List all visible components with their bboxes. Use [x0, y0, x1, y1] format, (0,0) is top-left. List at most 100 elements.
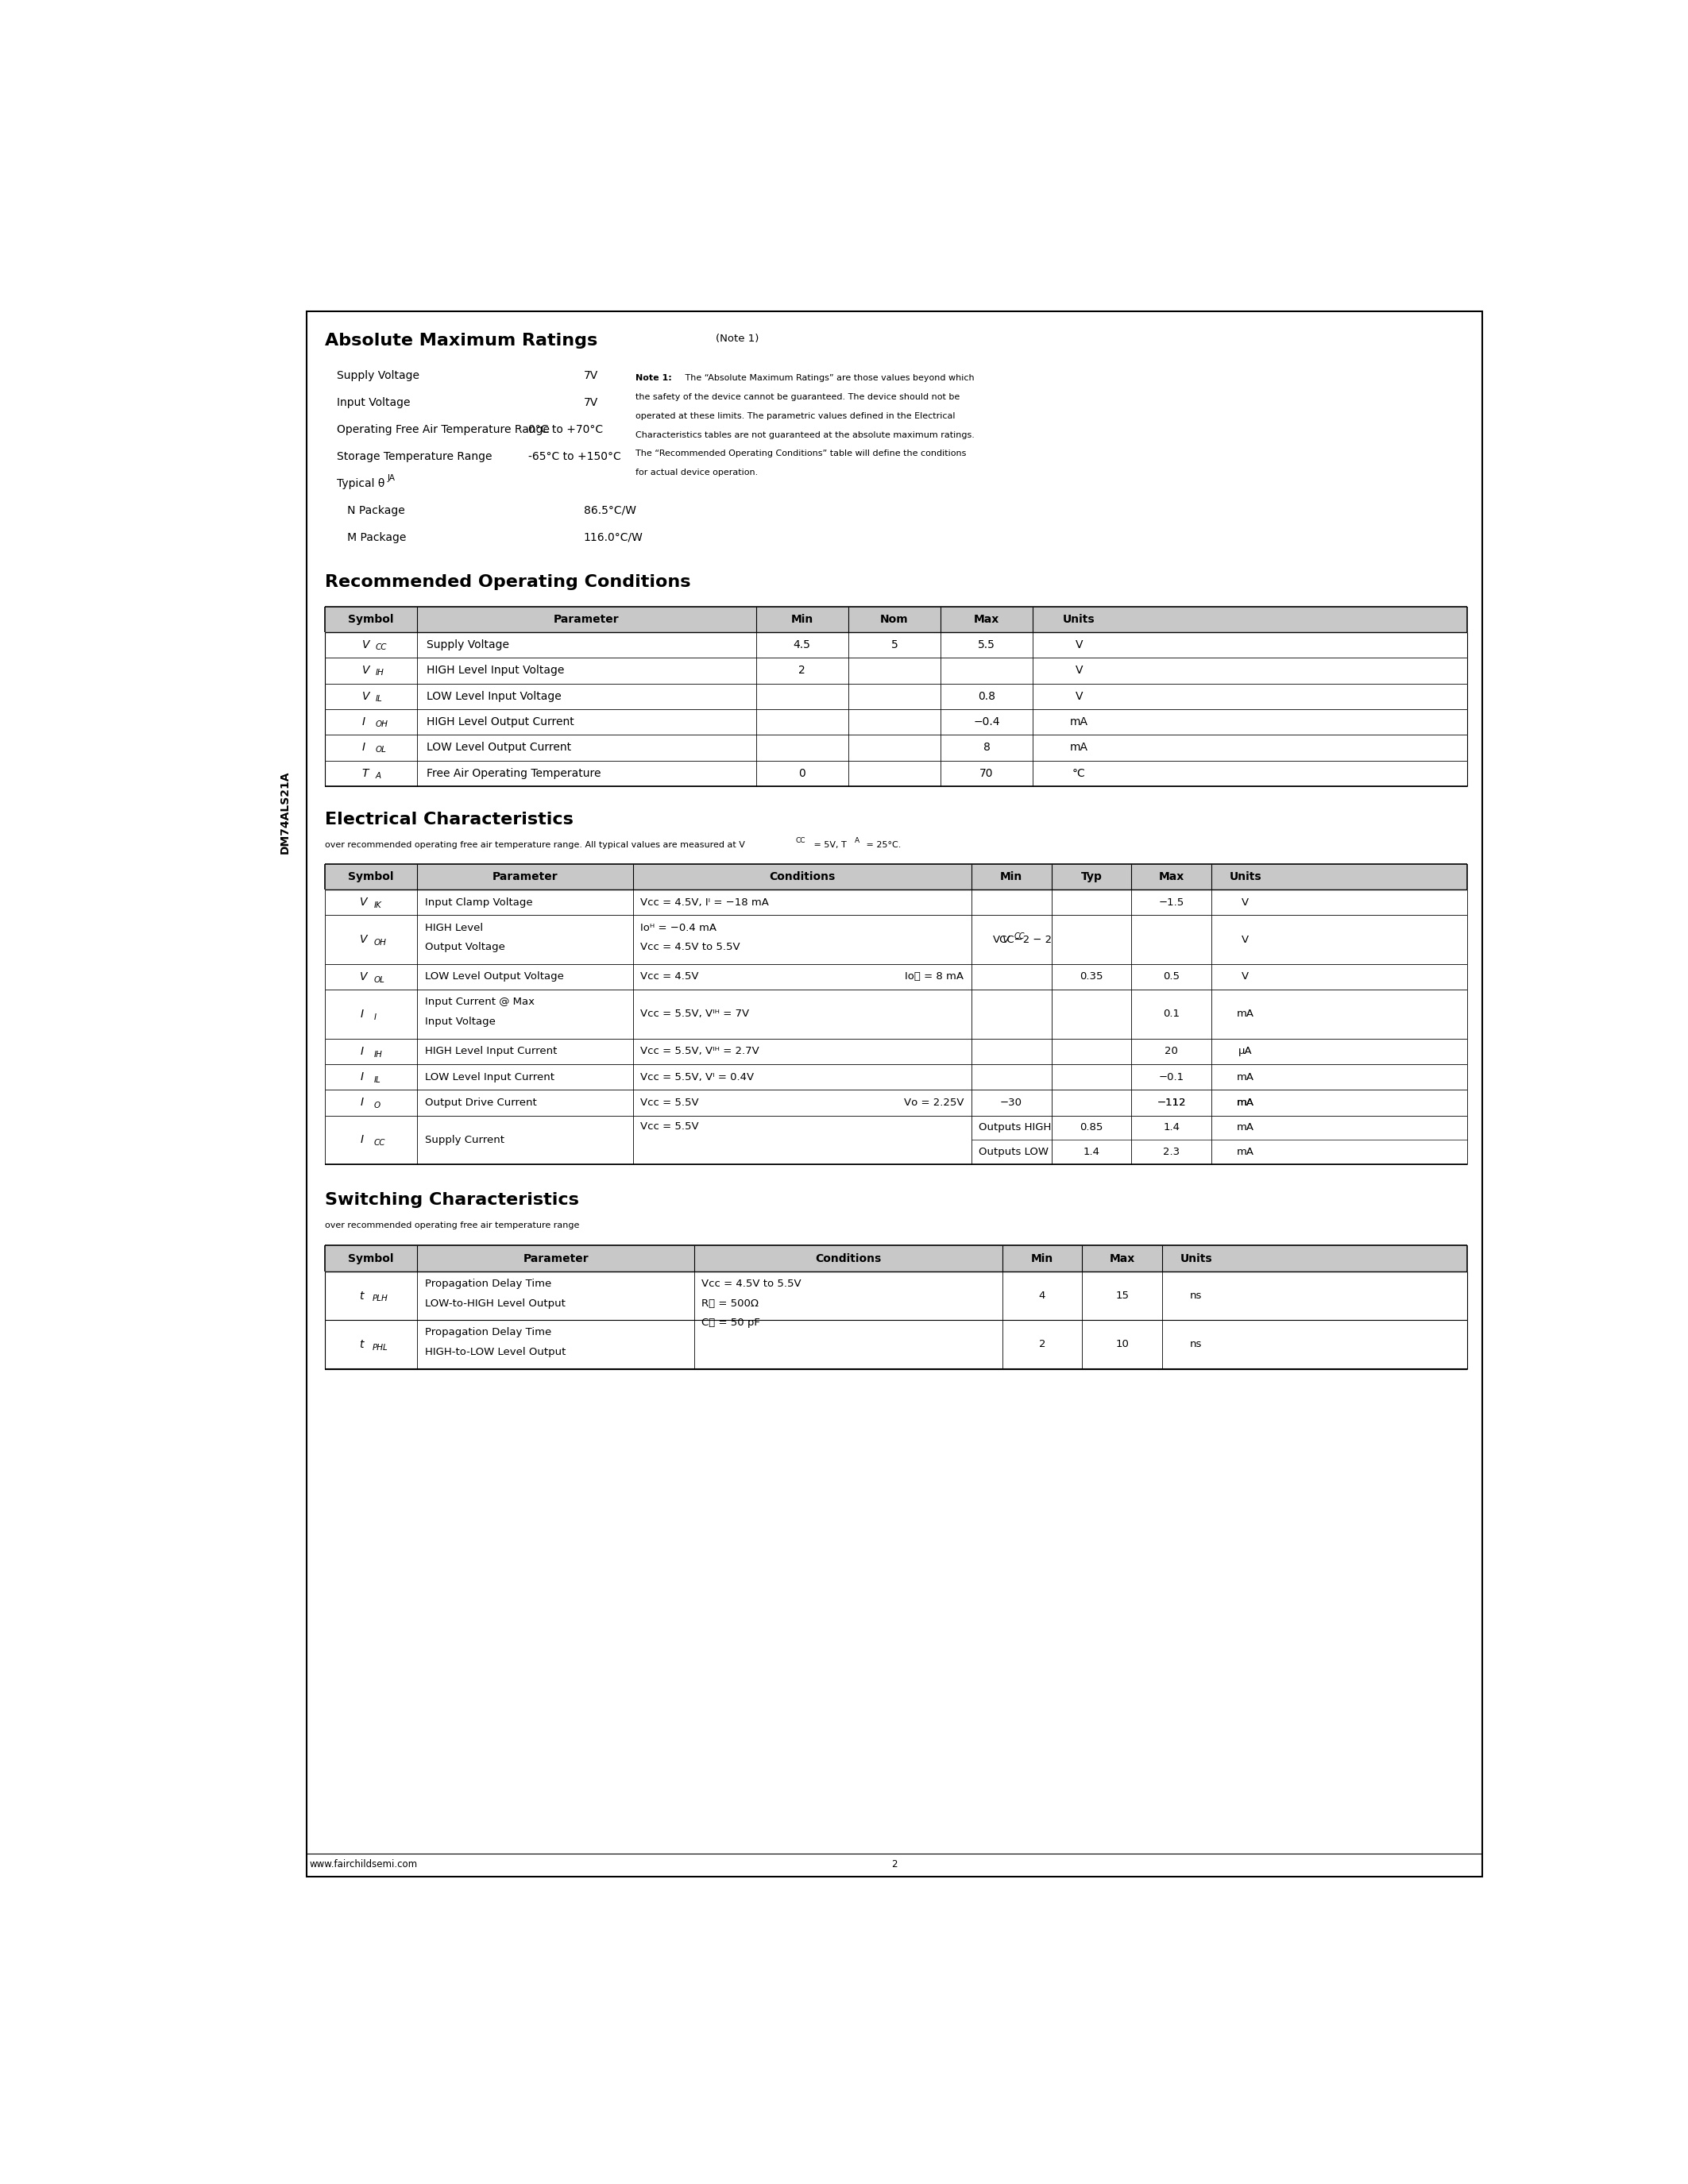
- Text: 86.5°C/W: 86.5°C/W: [584, 505, 636, 515]
- Text: Output Voltage: Output Voltage: [425, 941, 505, 952]
- Text: LOW Level Input Current: LOW Level Input Current: [425, 1072, 554, 1081]
- Text: Characteristics tables are not guaranteed at the absolute maximum ratings.: Characteristics tables are not guarantee…: [636, 430, 976, 439]
- Text: Symbol: Symbol: [348, 871, 393, 882]
- Text: Storage Temperature Range: Storage Temperature Range: [338, 452, 493, 463]
- Text: HIGH Level Output Current: HIGH Level Output Current: [427, 716, 574, 727]
- Text: V: V: [1242, 935, 1249, 946]
- Text: Conditions: Conditions: [815, 1254, 881, 1265]
- Text: 0°C to +70°C: 0°C to +70°C: [528, 424, 603, 435]
- Text: Symbol: Symbol: [348, 614, 393, 625]
- Text: 2: 2: [798, 664, 805, 677]
- Text: Supply Current: Supply Current: [425, 1136, 505, 1144]
- Text: mA: mA: [1237, 1147, 1254, 1158]
- Text: ns: ns: [1190, 1339, 1202, 1350]
- Text: −1.5: −1.5: [1158, 898, 1185, 909]
- Text: A: A: [375, 771, 381, 780]
- Text: 70: 70: [979, 769, 994, 780]
- Text: for actual device operation.: for actual device operation.: [636, 470, 758, 476]
- Text: 0.85: 0.85: [1080, 1123, 1102, 1133]
- Text: operated at these limits. The parametric values defined in the Electrical: operated at these limits. The parametric…: [636, 413, 955, 419]
- Text: V: V: [1242, 972, 1249, 983]
- Text: DM74ALS21A: DM74ALS21A: [279, 771, 290, 854]
- Text: Output Drive Current: Output Drive Current: [425, 1099, 537, 1107]
- Text: T: T: [361, 769, 368, 780]
- Text: μA: μA: [1239, 1046, 1252, 1057]
- Text: OL: OL: [373, 976, 385, 983]
- Text: 20: 20: [1165, 1046, 1178, 1057]
- Text: = 25°C.: = 25°C.: [864, 841, 901, 850]
- Bar: [324, 607, 1467, 631]
- Text: over recommended operating free air temperature range: over recommended operating free air temp…: [324, 1221, 579, 1230]
- Text: LOW-to-HIGH Level Output: LOW-to-HIGH Level Output: [425, 1297, 565, 1308]
- Text: I: I: [360, 1096, 363, 1107]
- Text: HIGH Level Input Voltage: HIGH Level Input Voltage: [427, 664, 564, 677]
- Text: ns: ns: [1190, 1291, 1202, 1302]
- Text: N Package: N Package: [338, 505, 405, 515]
- Text: Parameter: Parameter: [523, 1254, 589, 1265]
- Text: mA: mA: [1237, 1123, 1254, 1133]
- Text: CC: CC: [373, 1140, 385, 1147]
- Text: I: I: [360, 1046, 363, 1057]
- Text: Max: Max: [1158, 871, 1185, 882]
- Text: V: V: [360, 972, 368, 983]
- Text: Electrical Characteristics: Electrical Characteristics: [324, 812, 574, 828]
- Text: Units: Units: [1180, 1254, 1212, 1265]
- Text: Switching Characteristics: Switching Characteristics: [324, 1192, 579, 1208]
- Text: Outputs LOW: Outputs LOW: [979, 1147, 1048, 1158]
- Text: t: t: [360, 1339, 363, 1350]
- Text: CC: CC: [1014, 933, 1025, 941]
- Text: I: I: [360, 1133, 363, 1144]
- Text: Symbol: Symbol: [348, 1254, 393, 1265]
- Text: mA: mA: [1237, 1009, 1254, 1020]
- Text: 2: 2: [1038, 1339, 1045, 1350]
- Text: IL: IL: [373, 1077, 380, 1083]
- Text: I: I: [360, 1009, 363, 1020]
- Text: Recommended Operating Conditions: Recommended Operating Conditions: [324, 574, 690, 590]
- Text: 0.35: 0.35: [1080, 972, 1102, 983]
- Text: V: V: [361, 640, 370, 651]
- Text: The “Absolute Maximum Ratings” are those values beyond which: The “Absolute Maximum Ratings” are those…: [682, 373, 974, 382]
- Text: Parameter: Parameter: [554, 614, 619, 625]
- Text: over recommended operating free air temperature range. All typical values are me: over recommended operating free air temp…: [324, 841, 744, 850]
- Text: Vᴄᴄ = 5.5V, Vᴵᴴ = 2.7V: Vᴄᴄ = 5.5V, Vᴵᴴ = 2.7V: [640, 1046, 760, 1057]
- Text: V: V: [360, 935, 368, 946]
- Text: O: O: [373, 1101, 380, 1109]
- Text: JA: JA: [388, 474, 395, 483]
- Text: Min: Min: [790, 614, 814, 625]
- Text: Vᴄᴄ = 5.5V, Vᴵᴴ = 7V: Vᴄᴄ = 5.5V, Vᴵᴴ = 7V: [640, 1009, 749, 1020]
- Text: Cဩ = 50 pF: Cဩ = 50 pF: [702, 1317, 760, 1328]
- Text: Units: Units: [1063, 614, 1096, 625]
- Text: I: I: [360, 1072, 363, 1083]
- Text: Iᴏဩ = 8 mA: Iᴏဩ = 8 mA: [905, 972, 964, 983]
- Text: Min: Min: [1031, 1254, 1053, 1265]
- Text: 15: 15: [1116, 1291, 1129, 1302]
- Text: −112: −112: [1156, 1099, 1187, 1107]
- Text: Vᴄᴄ = 4.5V to 5.5V: Vᴄᴄ = 4.5V to 5.5V: [702, 1278, 802, 1289]
- Text: V: V: [1075, 664, 1082, 677]
- Text: Input Clamp Voltage: Input Clamp Voltage: [425, 898, 532, 909]
- Bar: [307, 310, 1482, 1876]
- Text: LOW Level Output Current: LOW Level Output Current: [427, 743, 571, 753]
- Text: Note 1:: Note 1:: [636, 373, 672, 382]
- Text: www.fairchildsemi.com: www.fairchildsemi.com: [309, 1859, 417, 1870]
- Text: − 2: − 2: [1030, 935, 1052, 946]
- Text: the safety of the device cannot be guaranteed. The device should not be: the safety of the device cannot be guara…: [636, 393, 960, 402]
- Text: Supply Voltage: Supply Voltage: [427, 640, 510, 651]
- Text: A: A: [854, 836, 859, 843]
- Text: t: t: [360, 1291, 363, 1302]
- Text: The “Recommended Operating Conditions” table will define the conditions: The “Recommended Operating Conditions” t…: [636, 450, 967, 459]
- Text: mA: mA: [1070, 743, 1089, 753]
- Text: IH: IH: [373, 1051, 381, 1059]
- Text: LOW Level Input Voltage: LOW Level Input Voltage: [427, 690, 562, 701]
- Text: Input Current @ Max: Input Current @ Max: [425, 998, 533, 1007]
- Text: CC: CC: [795, 836, 805, 843]
- Text: mA: mA: [1237, 1099, 1254, 1107]
- Text: −0.1: −0.1: [1158, 1072, 1185, 1081]
- Text: −30: −30: [1001, 1099, 1023, 1107]
- Text: 116.0°C/W: 116.0°C/W: [584, 531, 643, 544]
- Text: VCC−2: VCC−2: [993, 935, 1030, 946]
- Text: I: I: [361, 743, 365, 753]
- Text: IL: IL: [375, 695, 381, 703]
- Text: Vᴄᴄ = 5.5V: Vᴄᴄ = 5.5V: [640, 1123, 699, 1131]
- Text: mA: mA: [1070, 716, 1089, 727]
